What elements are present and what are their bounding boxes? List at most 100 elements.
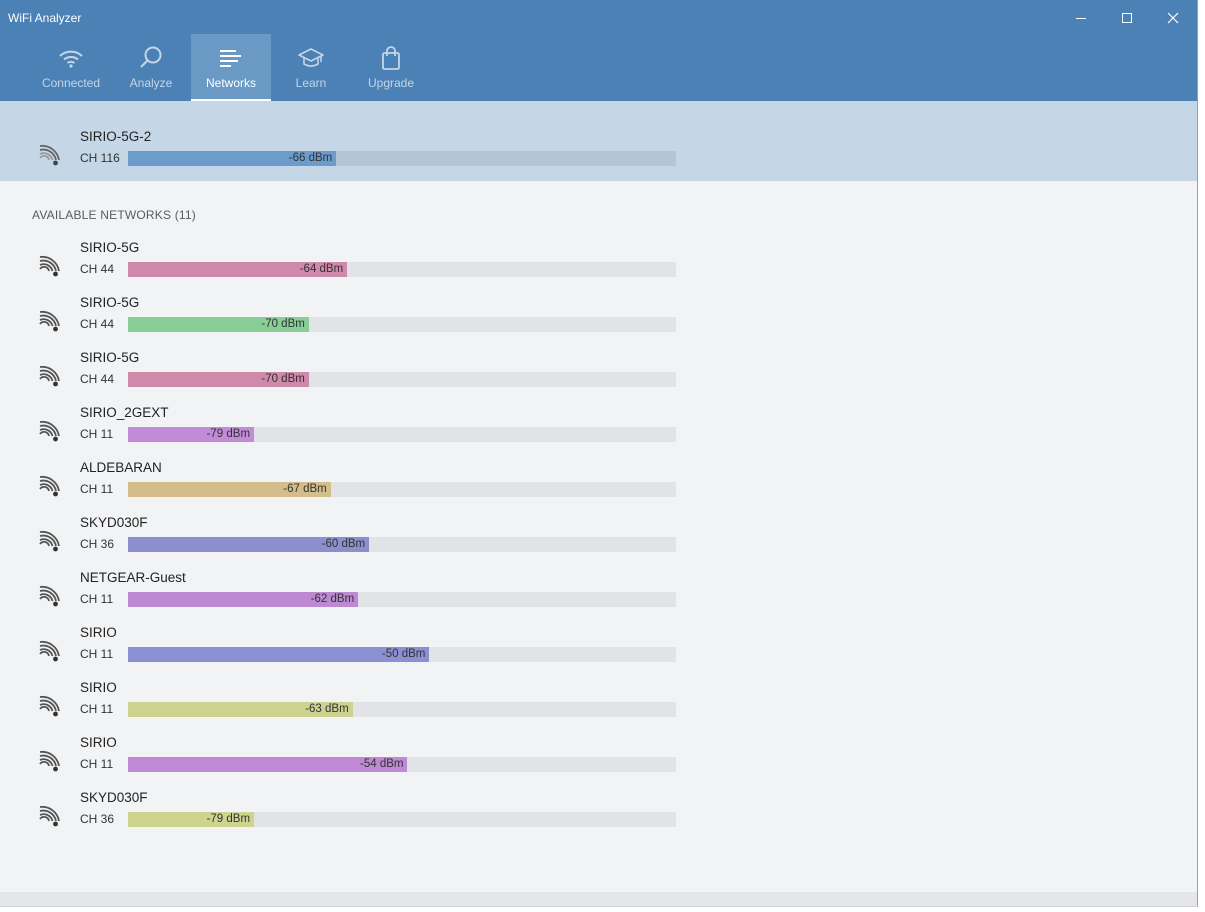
network-row[interactable]: SIRIO-5G CH 44 -70 dBm — [0, 295, 700, 350]
close-button[interactable] — [1150, 6, 1196, 30]
bottom-strip — [0, 892, 1197, 906]
maximize-icon — [1122, 13, 1132, 23]
network-row[interactable]: SKYD030F CH 36 -79 dBm — [0, 790, 700, 845]
signal-bar-fill: -64 dBm — [128, 262, 348, 277]
signal-bar-track: -67 dBm — [128, 482, 676, 497]
signal-dbm: -64 dBm — [299, 263, 344, 275]
maximize-button[interactable] — [1104, 6, 1150, 30]
signal-bar-fill: -67 dBm — [128, 482, 331, 497]
signal-bar-track: -79 dBm — [128, 427, 676, 442]
signal-bar-fill: -54 dBm — [128, 757, 408, 772]
signal-bar-fill: -79 dBm — [128, 427, 255, 442]
network-row[interactable]: SIRIO_2GEXT CH 11 -79 dBm — [0, 405, 700, 460]
signal-bar-track: -50 dBm — [128, 647, 676, 662]
wifi-signal-icon — [39, 310, 60, 332]
signal-bar-fill: -79 dBm — [128, 812, 255, 827]
signal-dbm: -79 dBm — [206, 428, 251, 440]
wifi-signal-icon — [39, 420, 60, 442]
title-header: WiFi Analyzer Connected — [0, 0, 1197, 101]
signal-dbm: -50 dBm — [381, 648, 426, 660]
main-nav: Connected Analyze — [31, 34, 431, 101]
signal-bar-track: -79 dBm — [128, 812, 676, 827]
wifi-signal-icon — [39, 750, 60, 772]
network-channel: CH 11 — [80, 592, 114, 606]
signal-dbm: -66 dBm — [288, 152, 333, 164]
wifi-signal-icon — [39, 255, 60, 277]
graduation-cap-icon — [298, 48, 324, 67]
network-row[interactable]: SIRIO-5G CH 44 -64 dBm — [0, 240, 700, 295]
signal-bar-track: -60 dBm — [128, 537, 676, 552]
shopping-bag-icon — [382, 46, 400, 70]
wifi-icon — [59, 50, 83, 68]
network-ssid: SIRIO — [80, 680, 117, 695]
network-channel: CH 36 — [80, 537, 115, 551]
network-row[interactable]: ALDEBARAN CH 11 -67 dBm — [0, 460, 700, 515]
network-row[interactable]: SIRIO CH 11 -50 dBm — [0, 625, 700, 680]
connected-network-panel: SIRIO-5G-2 CH 116 -66 dBm — [0, 101, 1197, 181]
signal-dbm: -79 dBm — [206, 813, 251, 825]
signal-bar-track: -70 dBm — [128, 317, 676, 332]
tab-connected[interactable]: Connected — [31, 34, 111, 101]
signal-bar-fill: -70 dBm — [128, 317, 309, 332]
network-ssid: SIRIO_2GEXT — [80, 405, 169, 420]
network-channel: CH 11 — [80, 702, 114, 716]
signal-bar-fill: -63 dBm — [128, 702, 353, 717]
signal-dbm: -62 dBm — [310, 593, 355, 605]
network-channel: CH 11 — [80, 647, 114, 661]
signal-bar-fill: -70 dBm — [128, 372, 309, 387]
connected-network-row[interactable]: SIRIO-5G-2 CH 116 -66 dBm — [0, 129, 700, 184]
magnifier-icon — [140, 46, 162, 68]
wifi-signal-icon — [39, 695, 60, 717]
network-row[interactable]: SIRIO-5G CH 44 -70 dBm — [0, 350, 700, 405]
wifi-signal-icon — [39, 805, 60, 827]
list-icon — [220, 50, 241, 67]
signal-bar-track: -64 dBm — [128, 262, 676, 277]
signal-bar-track: -54 dBm — [128, 757, 676, 772]
network-ssid: ALDEBARAN — [80, 460, 162, 475]
available-networks-heading: AVAILABLE NETWORKS (11) — [32, 208, 196, 222]
tab-upgrade-label: Upgrade — [367, 76, 415, 90]
network-ssid: SIRIO-5G — [80, 295, 140, 310]
app-title: WiFi Analyzer — [8, 11, 82, 25]
network-ssid: SKYD030F — [80, 515, 148, 530]
tab-networks-label: Networks — [205, 76, 256, 90]
wifi-signal-icon — [39, 365, 60, 387]
network-row[interactable]: SIRIO CH 11 -54 dBm — [0, 735, 700, 790]
network-row[interactable]: NETGEAR-Guest CH 11 -62 dBm — [0, 570, 700, 625]
wifi-signal-icon — [39, 475, 60, 497]
network-row[interactable]: SIRIO CH 11 -63 dBm — [0, 680, 700, 735]
network-ssid: NETGEAR-Guest — [80, 570, 186, 585]
tab-connected-label: Connected — [41, 76, 101, 90]
network-ssid: SIRIO-5G-2 — [80, 129, 152, 144]
signal-dbm: -67 dBm — [283, 483, 327, 495]
close-icon — [1167, 12, 1179, 24]
signal-dbm: -70 dBm — [261, 318, 305, 330]
network-channel: CH 11 — [80, 757, 114, 771]
network-channel: CH 44 — [80, 372, 115, 386]
tab-upgrade[interactable]: Upgrade — [351, 34, 431, 101]
network-ssid: SKYD030F — [80, 790, 148, 805]
tab-analyze[interactable]: Analyze — [111, 34, 191, 101]
network-ssid: SIRIO — [80, 735, 117, 750]
network-channel: CH 116 — [80, 151, 120, 165]
tab-networks[interactable]: Networks — [191, 34, 271, 101]
wifi-signal-icon — [39, 640, 60, 662]
signal-dbm: -54 dBm — [360, 758, 404, 770]
network-ssid: SIRIO-5G — [80, 240, 140, 255]
signal-dbm: -70 dBm — [261, 373, 305, 385]
wifi-signal-icon — [39, 144, 60, 166]
wifi-signal-icon — [39, 585, 60, 607]
minimize-button[interactable] — [1058, 6, 1104, 30]
network-channel: CH 11 — [80, 482, 114, 496]
signal-bar-track: -66 dBm — [128, 151, 676, 166]
signal-bar-fill: -50 dBm — [128, 647, 430, 662]
network-channel: CH 44 — [80, 317, 115, 331]
signal-bar-track: -63 dBm — [128, 702, 676, 717]
network-ssid: SIRIO-5G — [80, 350, 140, 365]
signal-dbm: -63 dBm — [305, 703, 349, 715]
network-row[interactable]: SKYD030F CH 36 -60 dBm — [0, 515, 700, 570]
signal-bar-track: -62 dBm — [128, 592, 676, 607]
minimize-icon — [1076, 18, 1086, 19]
tab-learn[interactable]: Learn — [271, 34, 351, 101]
